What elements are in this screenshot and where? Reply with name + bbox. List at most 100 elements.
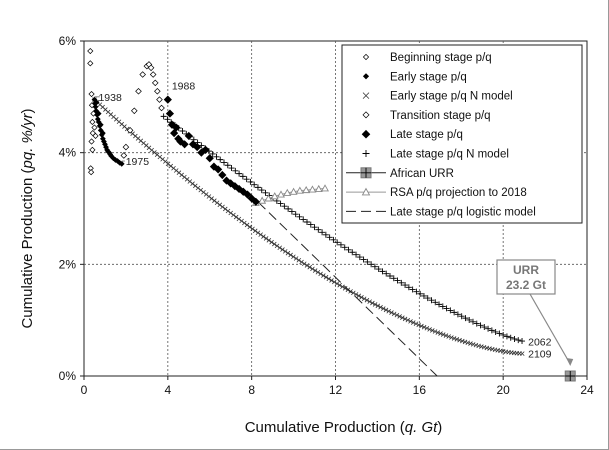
- x-tick-label: 8: [248, 383, 255, 397]
- legend-marker: [361, 129, 371, 139]
- early-n-model-point: [261, 234, 266, 239]
- early-n-model-point: [255, 230, 261, 236]
- late-n-model-point: [394, 277, 401, 284]
- y-axis-title: Cumulative Production (pq. %/yr): [19, 108, 36, 328]
- transition-stage-point: [135, 87, 142, 95]
- late-n-model-point: [477, 322, 484, 329]
- early-n-model-point: [408, 319, 413, 324]
- early-n-model-point: [356, 293, 362, 299]
- late-n-model-point: [371, 263, 378, 270]
- early-n-model-point: [419, 323, 424, 329]
- late-n-model-point: [488, 327, 495, 334]
- late-n-model-point: [209, 150, 216, 157]
- late-n-model-point: [217, 156, 224, 163]
- late-n-model-point: [507, 334, 514, 341]
- late-n-model-point: [228, 165, 235, 172]
- rsa-projection-point: [283, 188, 292, 196]
- late-n-model-point: [300, 216, 307, 223]
- early-n-model-point: [400, 315, 405, 320]
- y-axis-title-prefix: Cumulative Production (: [19, 168, 36, 328]
- early-n-model-point: [446, 334, 451, 339]
- early-n-model-point: [258, 232, 263, 237]
- legend: Beginning stage p/q Early stage p/q Early …: [341, 44, 583, 224]
- african-urr-marker-cross: [565, 371, 576, 381]
- late-n-model-point: [319, 229, 326, 236]
- urr-callout-arrow: [529, 293, 571, 365]
- early-n-model-point: [470, 342, 476, 347]
- early-n-model-point: [364, 297, 370, 303]
- early-n-model-point: [206, 194, 212, 199]
- late-n-model-point: [439, 303, 446, 310]
- beginning-stage-point: [89, 118, 96, 126]
- rsa-projection-point: [302, 185, 311, 194]
- late-n-model-point: [428, 297, 435, 304]
- beginning-stage-point: [92, 132, 99, 140]
- y-tick-label: 4%: [59, 146, 77, 160]
- x-tick-label: 4: [164, 383, 171, 397]
- legend-marker: [362, 92, 370, 99]
- early-n-model-point: [449, 335, 454, 340]
- transition-stage-point: [139, 71, 146, 78]
- late-n-model-point: [473, 320, 480, 327]
- rsa-projection-point: [295, 186, 304, 194]
- x-tick-label: 24: [580, 383, 594, 397]
- late-n-model-point: [424, 295, 431, 302]
- transition-stage-point: [122, 143, 130, 151]
- early-n-model-point: [468, 341, 473, 346]
- late-stage-point: [205, 154, 214, 163]
- early-n-model-point: [315, 269, 321, 275]
- late-stage-point: [193, 142, 202, 152]
- early-stage-point: [118, 160, 125, 167]
- late-n-model-point: [519, 338, 526, 345]
- early-n-model-point: [244, 222, 250, 228]
- early-n-model-point: [378, 304, 383, 310]
- late-n-model-point: [303, 218, 310, 225]
- late-n-model-point: [254, 184, 261, 191]
- x-axis-title: Cumulative Production (q. Gt): [245, 419, 443, 436]
- early-n-model-point: [457, 337, 462, 343]
- early-n-model-point: [288, 252, 293, 258]
- early-n-model-point: [351, 290, 356, 296]
- late-n-model-point: [236, 170, 243, 177]
- rsa-projection-point: [308, 185, 317, 193]
- late-n-model-point: [258, 187, 265, 194]
- early-n-model-point: [304, 263, 310, 268]
- late-n-model-point: [345, 246, 352, 253]
- axis-titles: Cumulative Production (q. Gt) Cumulative …: [19, 108, 442, 436]
- rsa-projection-point: [321, 184, 329, 192]
- late-n-model-point: [436, 301, 443, 308]
- urr-callout-box: [496, 259, 556, 295]
- x-axis-title-suffix: ): [437, 419, 442, 436]
- late-n-model-point: [432, 299, 439, 306]
- early-n-model-point: [250, 226, 255, 232]
- late-n-model-point: [326, 234, 333, 241]
- legend-label: Transition stage p/q: [390, 110, 491, 122]
- early-n-model-point: [416, 322, 421, 328]
- late-stage-point: [230, 182, 239, 191]
- early-n-model-point: [421, 324, 427, 330]
- rsa-projection-point: [314, 184, 323, 192]
- y-axis-title-suffix: ): [19, 108, 36, 113]
- x-tick-label: 0: [81, 383, 88, 397]
- early-n-model-point: [307, 264, 313, 270]
- legend-label: Beginning stage p/q: [390, 52, 492, 64]
- early-n-model-point: [233, 214, 239, 220]
- late-n-model-point: [277, 200, 284, 207]
- early-n-model-point: [209, 196, 214, 201]
- late-n-model-point: [496, 330, 503, 337]
- late-n-model-point: [511, 335, 518, 342]
- legend-marker: [362, 73, 370, 80]
- early-n-model-point: [231, 212, 236, 218]
- early-n-model-point: [214, 200, 220, 206]
- late-n-model-point: [288, 208, 295, 215]
- late-n-model-point: [458, 313, 465, 320]
- late-n-model-point: [417, 290, 424, 297]
- late-stage-point: [165, 109, 175, 118]
- legend-marker: [362, 53, 370, 61]
- early-n-model-point: [293, 256, 299, 261]
- early-n-model-point: [367, 299, 372, 304]
- annotation-label: 1988: [172, 81, 196, 93]
- late-n-model-point: [315, 226, 322, 233]
- tick-layer: 0 4 8 12 16 20 24 0% 2% 4% 6%: [59, 34, 594, 397]
- late-n-model-point: [447, 307, 454, 314]
